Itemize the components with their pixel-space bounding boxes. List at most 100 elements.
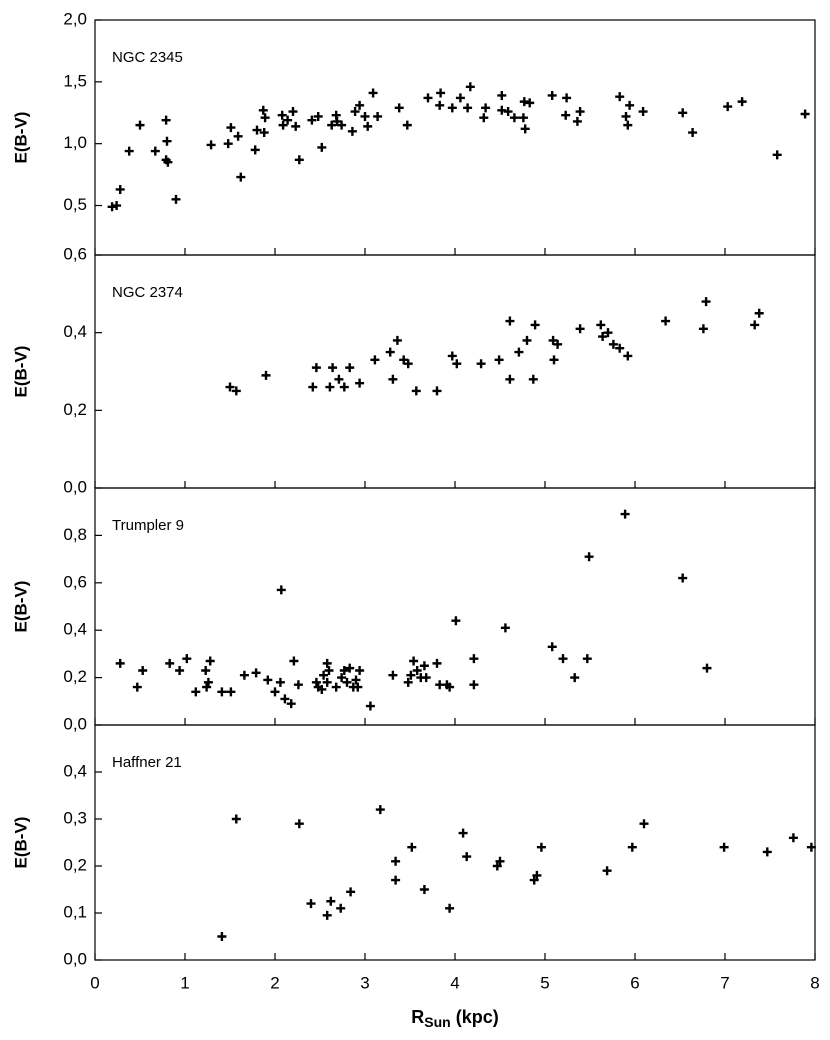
data-point (345, 363, 355, 373)
data-point (339, 665, 349, 675)
data-point (520, 124, 530, 134)
data-point (337, 120, 347, 130)
data-point (447, 103, 457, 113)
x-tick-label: 8 (810, 973, 819, 992)
data-point (313, 111, 323, 121)
data-point (570, 673, 580, 683)
y-axis-label: E(B-V) (11, 581, 30, 633)
y-tick-label: 1,0 (63, 133, 87, 152)
y-tick-label: 0,4 (63, 322, 87, 341)
data-point (529, 875, 539, 885)
y-tick-label: 0,2 (63, 667, 87, 686)
data-point (519, 97, 529, 107)
data-point (370, 355, 380, 365)
data-point (275, 677, 285, 687)
data-point (532, 870, 542, 880)
data-point (132, 682, 142, 692)
data-point (572, 116, 582, 126)
data-point (217, 687, 227, 697)
data-point (233, 131, 243, 141)
y-axis-label: E(B-V) (11, 112, 30, 164)
plot-frame (94, 254, 816, 489)
data-point (463, 103, 473, 113)
data-point (575, 324, 585, 334)
panel-label: NGC 2374 (112, 284, 183, 301)
data-point (603, 328, 613, 338)
data-point (311, 677, 321, 687)
data-point (500, 623, 510, 633)
data-point (317, 142, 327, 152)
data-point (202, 682, 212, 692)
data-point (251, 668, 261, 678)
data-point (294, 155, 304, 165)
data-point (553, 339, 563, 349)
data-point (225, 382, 235, 392)
data-point (368, 88, 378, 98)
data-point (451, 616, 461, 626)
data-point (602, 866, 612, 876)
data-point (162, 136, 172, 146)
data-point (283, 115, 293, 125)
data-point (231, 386, 241, 396)
data-point (291, 121, 301, 131)
y-tick-label: 2,0 (63, 9, 87, 28)
data-point (107, 202, 117, 212)
data-point (342, 677, 352, 687)
data-point (754, 308, 764, 318)
data-point (391, 856, 401, 866)
data-point (462, 852, 472, 862)
data-point (293, 680, 303, 690)
data-point (115, 658, 125, 668)
data-point (494, 355, 504, 365)
data-point (307, 115, 317, 125)
data-point (289, 656, 299, 666)
panel-label: Trumpler 9 (112, 517, 184, 534)
data-point (621, 111, 631, 121)
y-axis-label: E(B-V) (11, 346, 30, 398)
data-point (280, 694, 290, 704)
data-point (452, 359, 462, 369)
data-point (327, 120, 337, 130)
data-point (317, 684, 327, 694)
data-point (445, 682, 455, 692)
data-point (135, 120, 145, 130)
x-tick-label: 7 (720, 973, 729, 992)
data-point (435, 100, 445, 110)
data-point (445, 903, 455, 913)
data-point (625, 100, 635, 110)
data-point (528, 374, 538, 384)
data-point (701, 297, 711, 307)
y-tick-label: 0,4 (63, 620, 87, 639)
data-point (615, 343, 625, 353)
data-point (558, 654, 568, 664)
data-point (547, 642, 557, 652)
y-tick-label: 0,0 (63, 949, 87, 968)
data-point (436, 88, 446, 98)
data-point (458, 828, 468, 838)
y-tick-label: 0,3 (63, 808, 87, 827)
data-point (319, 670, 329, 680)
data-point (455, 93, 465, 103)
data-point (419, 661, 429, 671)
data-point (627, 842, 637, 852)
data-point (288, 107, 298, 117)
y-tick-label: 1,5 (63, 71, 87, 90)
data-point (702, 663, 712, 673)
data-point (261, 370, 271, 380)
data-point (800, 109, 810, 119)
data-point (762, 847, 772, 857)
data-point (495, 856, 505, 866)
data-point (465, 82, 475, 92)
data-point (412, 665, 422, 675)
y-tick-label: 0,2 (63, 855, 87, 874)
data-point (421, 673, 431, 683)
data-point (252, 125, 262, 135)
data-point (406, 670, 416, 680)
data-point (201, 665, 211, 675)
data-point (259, 128, 269, 138)
data-point (615, 92, 625, 102)
data-point (270, 687, 280, 697)
data-point (623, 351, 633, 361)
data-point (432, 386, 442, 396)
